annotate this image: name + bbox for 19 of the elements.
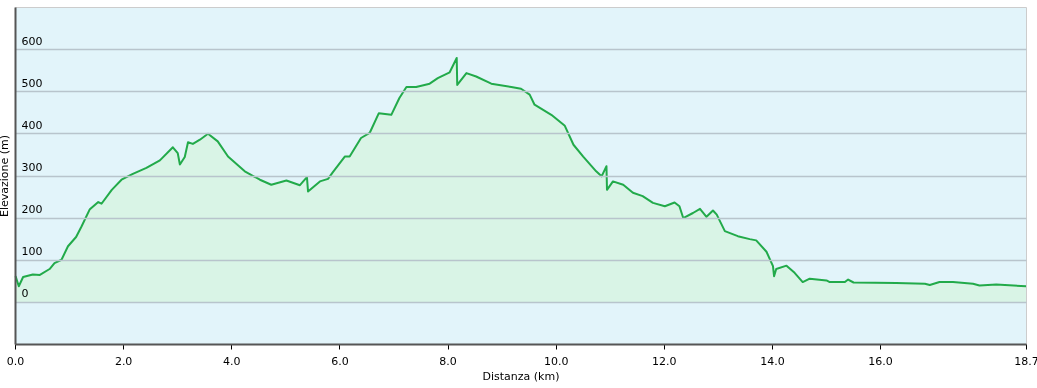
x-tick-label: 16.0 bbox=[868, 354, 893, 368]
x-tick-label: 0.0 bbox=[6, 354, 25, 368]
x-axis-title: Distanza (km) bbox=[482, 369, 560, 383]
y-tick-label: 400 bbox=[21, 118, 43, 132]
y-tick-label: 200 bbox=[21, 203, 43, 217]
x-tick-label: 4.0 bbox=[223, 354, 241, 368]
y-tick-label: 500 bbox=[21, 76, 43, 90]
y-tick-label: 0 bbox=[21, 287, 29, 301]
y-tick-label: 600 bbox=[21, 34, 43, 48]
y-tick-label: 300 bbox=[21, 161, 43, 174]
x-tick-label: 10.0 bbox=[543, 354, 569, 368]
y-tick-label: 100 bbox=[21, 245, 43, 259]
x-tick-label: 8.0 bbox=[439, 354, 457, 368]
x-tick-label: 14.0 bbox=[760, 354, 785, 368]
x-tick-label: 12.0 bbox=[652, 354, 677, 368]
x-tick-label: 2.0 bbox=[114, 354, 133, 368]
y-axis-title: Elevazione (m) bbox=[0, 134, 11, 218]
x-tick-label: 18.7 bbox=[1014, 354, 1037, 368]
x-tick-label: 6.0 bbox=[331, 354, 349, 368]
